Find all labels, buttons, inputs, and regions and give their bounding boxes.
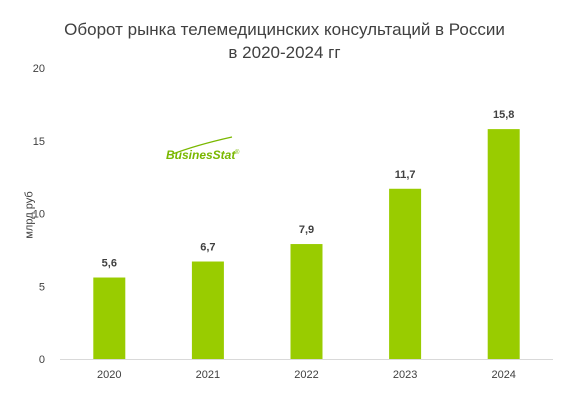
x-tick-label-2022: 2022 (294, 369, 318, 381)
bars (93, 129, 520, 359)
y-axis-ticks: 0 5 10 15 20 (33, 63, 45, 366)
chart-subtitle: в 2020-2024 гг (228, 43, 341, 62)
businesstat-logo: BusinesStat ® (166, 136, 240, 162)
y-tick-label: 10 (33, 209, 45, 221)
value-label-2024: 15,8 (493, 109, 514, 121)
value-label-2022: 7,9 (299, 224, 314, 236)
value-labels: 5,6 6,7 7,9 11,7 15,8 (102, 109, 515, 269)
logo-registered-mark: ® (235, 149, 240, 156)
x-axis-ticks: 2020 2021 2022 2023 2024 (97, 369, 516, 381)
bar-2024 (487, 129, 520, 359)
y-tick-label: 0 (39, 354, 45, 366)
bar-2023 (389, 188, 422, 359)
logo-swoosh (169, 136, 233, 156)
x-tick-label-2020: 2020 (97, 369, 121, 381)
y-tick-label: 5 (39, 281, 45, 293)
x-tick-label-2021: 2021 (196, 369, 220, 381)
value-label-2020: 5,6 (102, 258, 117, 270)
logo-text: BusinesStat (166, 148, 236, 162)
value-label-2023: 11,7 (395, 169, 416, 181)
y-tick-label: 20 (33, 63, 45, 75)
x-tick-label-2023: 2023 (393, 369, 417, 381)
bar-2022 (290, 244, 323, 359)
x-tick-label-2024: 2024 (491, 369, 515, 381)
value-label-2021: 6,7 (200, 242, 215, 254)
y-tick-label: 15 (33, 136, 45, 148)
bar-2020 (93, 277, 126, 359)
chart-title: Оборот рынка телемедицинских консультаци… (64, 20, 505, 39)
bar-2021 (191, 261, 224, 359)
